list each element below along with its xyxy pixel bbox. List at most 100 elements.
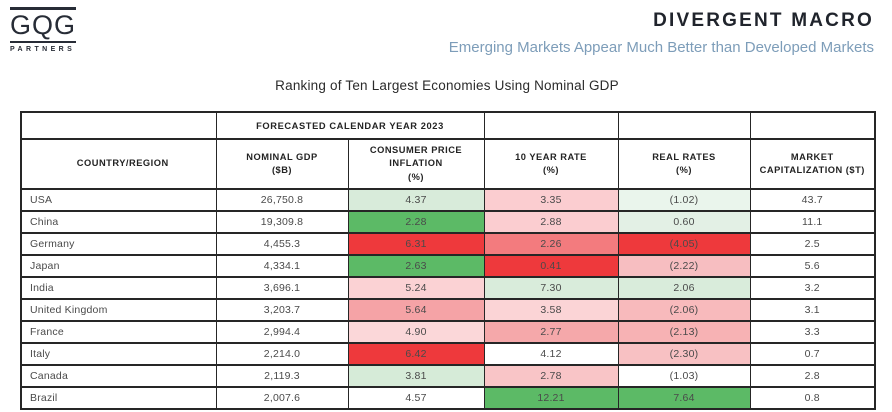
column-unit: ($B) [271,165,293,175]
gdp-cell: 2,007.6 [215,386,349,410]
table-span-header-row: FORECASTED CALENDAR YEAR 2023 [20,111,876,140]
real-rate-cell: (2.22) [617,254,751,278]
country-cell: France [20,320,217,344]
table-row: France 2,994.4 4.90 2.77 (2.13) 3.3 [20,320,876,344]
rate10-cell: 0.41 [483,254,619,278]
real-rate-cell: 7.64 [617,386,751,410]
gqg-logo: GQG PARTNERS [10,7,76,53]
cpi-cell: 4.57 [347,386,485,410]
country-cell: India [20,276,217,300]
gdp-cell: 2,119.3 [215,364,349,388]
gdp-cell: 4,455.3 [215,232,349,256]
column-header-cpi: CONSUMER PRICE INFLATION (%) [347,138,485,190]
rate10-cell: 3.35 [483,188,619,212]
column-header-gdp: NOMINAL GDP ($B) [215,138,349,190]
country-cell: Germany [20,232,217,256]
real-rate-cell: 0.60 [617,210,751,234]
cpi-cell: 2.63 [347,254,485,278]
column-header-country: COUNTRY/REGION [20,138,217,190]
economies-table: FORECASTED CALENDAR YEAR 2023 COUNTRY/RE… [20,111,876,410]
real-rate-cell: (4.05) [617,232,751,256]
rate10-cell: 2.78 [483,364,619,388]
header-block: DIVERGENT MACRO Emerging Markets Appear … [449,10,874,56]
gdp-cell: 26,750.8 [215,188,349,212]
cpi-cell: 2.28 [347,210,485,234]
mcap-cell: 3.1 [749,298,876,322]
rate10-cell: 7.30 [483,276,619,300]
real-rate-cell: (2.06) [617,298,751,322]
gdp-cell: 3,203.7 [215,298,349,322]
gdp-cell: 3,696.1 [215,276,349,300]
country-cell: USA [20,188,217,212]
table-body: USA 26,750.8 4.37 3.35 (1.02) 43.7 China 19,309… [20,188,876,410]
mcap-cell: 5.6 [749,254,876,278]
column-label: 10 YEAR RATE [515,151,587,162]
column-header-market-cap: MARKET CAPITALIZATION ($T) [749,138,876,190]
table-row: India 3,696.1 5.24 7.30 2.06 3.2 [20,276,876,300]
country-cell: Brazil [20,386,217,410]
column-label: COUNTRY/REGION [76,158,169,169]
forecast-span-header: FORECASTED CALENDAR YEAR 2023 [215,111,485,140]
table-row: Germany 4,455.3 6.31 2.26 (4.05) 2.5 [20,232,876,256]
mcap-cell: 3.3 [749,320,876,344]
logo-partners-label: PARTNERS [10,45,76,53]
real-rate-cell: (2.13) [617,320,751,344]
country-cell: Italy [20,342,217,366]
real-rate-cell: (1.02) [617,188,751,212]
empty-header-cell [483,111,619,140]
column-unit: (%) [676,165,692,175]
table-header-row: COUNTRY/REGION NOMINAL GDP ($B) CONSUMER… [20,138,876,190]
column-label: CONSUMER PRICE INFLATION [369,144,463,169]
table-row: Brazil 2,007.6 4.57 12.21 7.64 0.8 [20,386,876,410]
mcap-cell: 3.2 [749,276,876,300]
cpi-cell: 4.90 [347,320,485,344]
mcap-cell: 11.1 [749,210,876,234]
logo-mid-rule [10,40,76,43]
mcap-cell: 43.7 [749,188,876,212]
real-rate-cell: (1.03) [617,364,751,388]
cpi-cell: 3.81 [347,364,485,388]
column-label: NOMINAL GDP [246,151,318,162]
rate10-cell: 2.77 [483,320,619,344]
rate10-cell: 2.26 [483,232,619,256]
mcap-cell: 0.8 [749,386,876,410]
empty-header-cell [20,111,217,140]
table-row: United Kingdom 3,203.7 5.64 3.58 (2.06) 3.1 [20,298,876,322]
table-row: Canada 2,119.3 3.81 2.78 (1.03) 2.8 [20,364,876,388]
logo-top-rule [10,7,76,10]
column-unit: (%) [543,165,559,175]
mcap-cell: 0.7 [749,342,876,366]
table-row: China 19,309.8 2.28 2.88 0.60 11.1 [20,210,876,234]
gdp-cell: 2,214.0 [215,342,349,366]
cpi-cell: 6.31 [347,232,485,256]
cpi-cell: 5.24 [347,276,485,300]
page-subtitle: Emerging Markets Appear Much Better than… [448,39,874,56]
empty-header-cell [617,111,751,140]
country-cell: Japan [20,254,217,278]
page-title: DIVERGENT MACRO [653,10,874,31]
gdp-cell: 2,994.4 [215,320,349,344]
table-row: Italy 2,214.0 6.42 4.12 (2.30) 0.7 [20,342,876,366]
gdp-cell: 4,334.1 [215,254,349,278]
real-rate-cell: 2.06 [617,276,751,300]
rate10-cell: 3.58 [483,298,619,322]
cpi-cell: 4.37 [347,188,485,212]
rate10-cell: 2.88 [483,210,619,234]
cpi-cell: 6.42 [347,342,485,366]
real-rate-cell: (2.30) [617,342,751,366]
table-row: Japan 4,334.1 2.63 0.41 (2.22) 5.6 [20,254,876,278]
column-label: MARKET CAPITALIZATION ($T) [759,151,865,175]
country-cell: Canada [20,364,217,388]
rate10-cell: 4.12 [483,342,619,366]
empty-header-cell [749,111,876,140]
column-unit: (%) [408,171,424,182]
table-title: Ranking of Ten Largest Economies Using N… [275,78,619,93]
mcap-cell: 2.5 [749,232,876,256]
column-header-real-rates: REAL RATES (%) [617,138,751,190]
country-cell: China [20,210,217,234]
rate10-cell: 12.21 [483,386,619,410]
column-label: REAL RATES [652,151,716,162]
column-header-10yr: 10 YEAR RATE (%) [483,138,619,190]
cpi-cell: 5.64 [347,298,485,322]
